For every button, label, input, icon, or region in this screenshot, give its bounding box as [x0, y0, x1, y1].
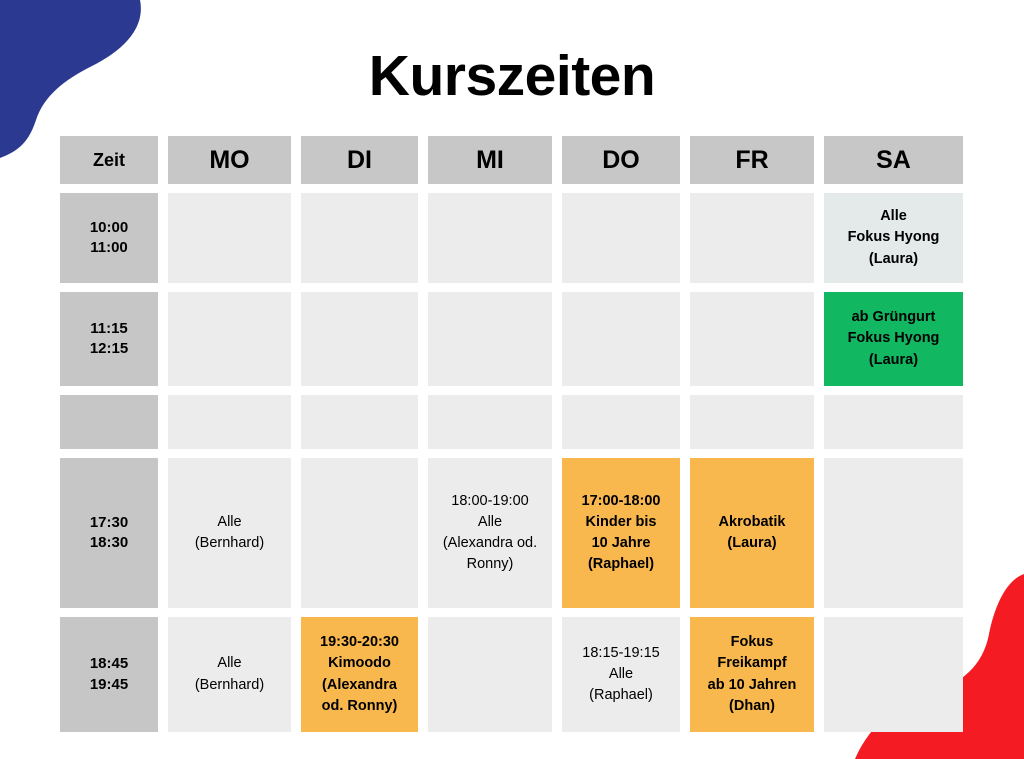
cell-text-line: (Laura) [868, 351, 919, 368]
cell-text-line: 10 Jahre [591, 535, 651, 551]
cell-text-line: (Bernhard) [194, 535, 265, 551]
slot-do-row-5[interactable]: 18:15-19:15 Alle (Raphael) [562, 617, 680, 732]
cell-text-line: ab Grüngurt [851, 309, 936, 326]
slot-do-row-3 [562, 395, 680, 449]
cell-text-line: 18:45 [89, 655, 129, 673]
slot-di-row-4 [301, 458, 418, 608]
cell-text-line: ab 10 Jahren [707, 676, 797, 693]
cell-text-line: (Laura) [727, 535, 777, 551]
slot-fr-row-3 [690, 395, 814, 449]
slot-mi-row-2 [428, 292, 552, 386]
cell-text-line: Kinder bis [585, 513, 657, 530]
slot-fr-row-2 [690, 292, 814, 386]
cell-text-line: Fokus Hyong [847, 330, 940, 347]
cell-text-line: Kimoodo [328, 655, 391, 672]
column-header-mi: MI [428, 136, 552, 184]
cell-text-line: 18:00-19:00 [451, 492, 529, 509]
cell-text-line: od. Ronny) [321, 697, 398, 714]
cell-text-line: (Bernhard) [194, 676, 265, 693]
slot-mo-row-2 [168, 292, 291, 386]
slot-do-row-1 [562, 193, 680, 283]
slot-di-row-3 [301, 395, 418, 449]
time-label-row-5: 18:45 19:45 [60, 617, 158, 732]
cell-text-line: (Alexandra od. [442, 535, 538, 551]
slot-mi-row-5 [428, 617, 552, 732]
cell-text-line: Alle [477, 513, 503, 530]
column-header-mo: MO [168, 136, 291, 184]
slot-sa-row-1[interactable]: Alle Fokus Hyong (Laura) [824, 193, 963, 283]
time-label-row-1: 10:00 11:00 [60, 193, 158, 283]
cell-text-line: Akrobatik [718, 513, 786, 530]
time-label-row-2: 11:15 12:15 [60, 292, 158, 386]
slot-sa-row-4 [824, 458, 963, 608]
cell-text-line: Freikampf [717, 655, 787, 672]
cell-text-line: (Raphael) [589, 687, 653, 703]
cell-text-line: Alle [217, 655, 242, 672]
cell-text-line: 18:15-19:15 [582, 644, 660, 661]
schedule-table: Zeit MO DI MI DO FR SA 10:00 11:00 Alle Fokus Hyon… [60, 136, 964, 732]
slot-fr-row-4[interactable]: Akrobatik (Laura) [690, 458, 814, 608]
slot-sa-row-2[interactable]: ab Grüngurt Fokus Hyong (Laura) [824, 292, 963, 386]
cell-text-line: Ronny) [466, 556, 514, 573]
cell-text-line: 12:15 [89, 340, 129, 357]
cell-text-line: Alle [608, 665, 634, 682]
slot-fr-row-5[interactable]: Fokus Freikampf ab 10 Jahren (Dhan) [690, 617, 814, 732]
cell-text-line: 19:45 [89, 675, 129, 693]
slot-di-row-2 [301, 292, 418, 386]
cell-text-line: (Raphael) [587, 556, 655, 573]
slot-sa-row-5 [824, 617, 963, 732]
slot-mo-row-1 [168, 193, 291, 283]
time-label-row-3 [60, 395, 158, 449]
cell-text-line: 11:00 [90, 239, 128, 256]
slot-do-row-4[interactable]: 17:00-18:00 Kinder bis 10 Jahre (Raphael) [562, 458, 680, 608]
cell-text-line: (Laura) [868, 250, 919, 267]
slot-mi-row-3 [428, 395, 552, 449]
slot-mo-row-3 [168, 395, 291, 449]
cell-text-line: 18:30 [89, 534, 129, 551]
cell-text-line: Fokus [730, 634, 774, 651]
slot-di-row-5[interactable]: 19:30-20:30 Kimoodo (Alexandra od. Ronny) [301, 617, 418, 732]
slot-fr-row-1 [690, 193, 814, 283]
slot-mi-row-1 [428, 193, 552, 283]
cell-text-line: (Alexandra [322, 676, 397, 693]
cell-text-line: 17:30 [89, 513, 129, 531]
slot-di-row-1 [301, 193, 418, 283]
slot-mo-row-4[interactable]: Alle (Bernhard) [168, 458, 291, 608]
column-header-sa: SA [824, 136, 963, 184]
cell-text-line: 10:00 [89, 218, 129, 236]
cell-text-line: 17:00-18:00 [581, 492, 661, 509]
column-header-do: DO [562, 136, 680, 184]
column-header-fr: FR [690, 136, 814, 184]
cell-text-line: (Dhan) [729, 697, 775, 714]
slot-mo-row-5[interactable]: Alle (Bernhard) [168, 617, 291, 732]
cell-text-line: Alle [217, 513, 242, 530]
column-header-zeit: Zeit [60, 136, 158, 184]
slot-mi-row-4[interactable]: 18:00-19:00 Alle (Alexandra od. Ronny) [428, 458, 552, 608]
cell-text-line: Fokus Hyong [847, 229, 940, 246]
slot-do-row-2 [562, 292, 680, 386]
time-label-row-4: 17:30 18:30 [60, 458, 158, 608]
column-header-di: DI [301, 136, 418, 184]
cell-text-line: 11:15 [90, 319, 128, 337]
page-title: Kurszeiten [368, 44, 656, 108]
cell-text-line: 19:30-20:30 [320, 634, 399, 651]
slot-sa-row-3 [824, 395, 963, 449]
cell-text-line: Alle [880, 208, 907, 225]
